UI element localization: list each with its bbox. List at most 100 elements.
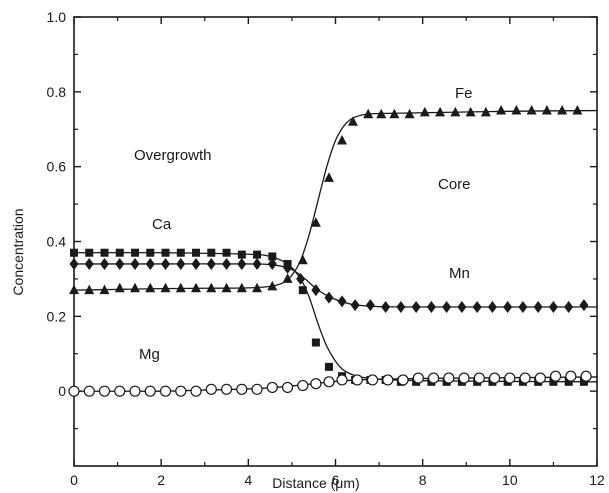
- y-tick-label: 1.0: [47, 9, 67, 25]
- series-fe-point: [323, 172, 334, 182]
- series-fe-point: [310, 217, 321, 227]
- series-ca-point: [161, 248, 170, 257]
- series-mn-point: [411, 300, 421, 313]
- series-mg-point: [297, 379, 309, 392]
- series-fe-point: [557, 105, 568, 115]
- series-ca-point: [549, 377, 558, 386]
- series-mn-point: [311, 284, 321, 297]
- series-ca-point: [311, 338, 320, 347]
- series-mg-point: [114, 385, 126, 397]
- series-fe-point: [511, 105, 522, 115]
- series-mg-point: [427, 372, 440, 384]
- series-ca-point: [298, 286, 307, 295]
- series-mg-point: [549, 370, 562, 382]
- series-fe-point: [114, 282, 125, 293]
- series-mn-point: [503, 300, 513, 313]
- series-mg-point: [236, 383, 248, 395]
- series-mn-point: [487, 300, 497, 313]
- series-mg-point: [83, 385, 95, 397]
- x-axis-label: Distance (μm): [272, 475, 359, 491]
- series-ca-point: [115, 248, 124, 257]
- series-mg-point: [580, 370, 592, 382]
- series-fe-point: [389, 108, 400, 119]
- series-mn-fit-line: [73, 263, 597, 308]
- series-mg-point: [412, 372, 424, 384]
- series-mn-point: [191, 257, 201, 270]
- y-tick-label: 0.4: [47, 234, 67, 250]
- series-mg-point: [504, 372, 516, 384]
- series-mn-point: [176, 257, 186, 270]
- series-mg: [68, 370, 598, 397]
- series-fe-point: [252, 282, 263, 293]
- series-mg-point: [129, 385, 141, 397]
- series-mn-point: [100, 257, 110, 270]
- plot-frame: [73, 16, 598, 467]
- series-ca-point: [85, 248, 94, 257]
- series-fe-point: [376, 108, 387, 119]
- x-tick-label: 8: [419, 472, 427, 488]
- series-mn-point: [115, 257, 125, 270]
- series-mn-point: [350, 299, 360, 312]
- series-mn-point: [396, 300, 406, 313]
- series-fe-point: [496, 105, 507, 115]
- series-mn-point: [267, 257, 277, 270]
- series-ca: [70, 248, 598, 386]
- annotation-overgrowth: Overgrowth: [134, 147, 212, 164]
- series-mn-point: [533, 300, 543, 313]
- series-mg-point: [281, 381, 294, 394]
- series-mn-point: [222, 257, 232, 270]
- plot-area: 0 2 4 6 8 10 12 0 0.2 0.4 0.6 0.8 1.0: [47, 9, 605, 488]
- series-mg-point: [382, 374, 394, 386]
- series-mg-point: [323, 376, 335, 388]
- series-mn-point: [130, 257, 140, 270]
- series-mg-point: [443, 372, 455, 384]
- series-fe-point: [84, 284, 95, 295]
- series-fe-point: [99, 284, 110, 295]
- series-mn-point: [161, 257, 171, 270]
- series-ca-point: [176, 248, 185, 257]
- x-tick-label: 0: [70, 472, 78, 488]
- series-mn-point: [548, 300, 558, 313]
- series-ca-point: [268, 252, 277, 261]
- series-mg-point: [144, 385, 156, 397]
- series-ca-point: [192, 248, 201, 257]
- series-ca-point: [579, 377, 588, 386]
- series-ca-point: [207, 248, 216, 257]
- series-fe-point: [267, 280, 278, 291]
- y-tick-label: 0.6: [47, 159, 67, 175]
- series-label-mn: Mn: [449, 265, 470, 282]
- series-fe-point: [526, 105, 537, 115]
- series-mg-point: [488, 372, 501, 384]
- series-fe: [69, 105, 598, 295]
- x-tick-label: 6: [332, 472, 340, 488]
- series-fe-point: [69, 284, 79, 295]
- series-mg-point: [397, 374, 409, 386]
- series-mn-point: [337, 295, 347, 308]
- series-mn-point: [69, 257, 79, 270]
- series-ca-point: [283, 259, 292, 268]
- series-ca-point: [100, 248, 109, 257]
- series-mg-point: [159, 385, 172, 397]
- series-fe-point: [480, 106, 491, 117]
- series-fe-point: [347, 116, 358, 126]
- series-ca-point: [146, 248, 155, 257]
- series-label-mg: Mg: [139, 346, 160, 363]
- series-ca-point: [237, 250, 246, 259]
- series-mn-point: [564, 300, 574, 313]
- series-mg-point: [68, 385, 80, 397]
- x-tick-label: 2: [157, 472, 165, 488]
- annotation-core: Core: [438, 176, 471, 193]
- series-fe-point: [541, 105, 552, 115]
- series-fe-point: [363, 108, 374, 119]
- series-ca-point: [131, 248, 140, 257]
- series-fe-point: [130, 282, 141, 293]
- series-mg-point: [336, 374, 348, 386]
- series-ca-point: [222, 248, 231, 257]
- y-tick-label: 0.2: [47, 308, 67, 324]
- series-label-ca: Ca: [152, 216, 172, 233]
- series-mn-point: [84, 257, 94, 270]
- x-tick-label: 10: [502, 472, 518, 488]
- series-mg-point: [310, 378, 322, 390]
- series-fe-point: [572, 105, 583, 115]
- series-fe-point: [236, 282, 247, 293]
